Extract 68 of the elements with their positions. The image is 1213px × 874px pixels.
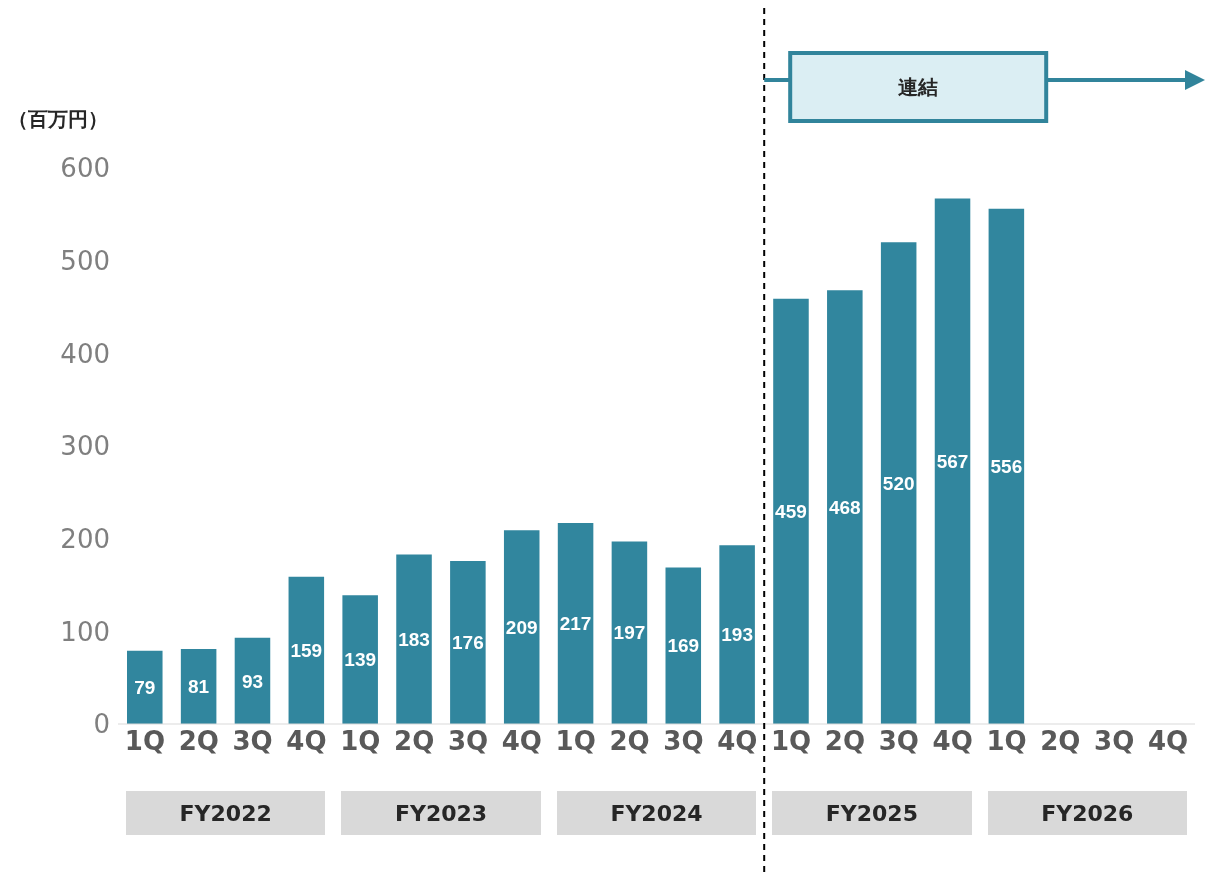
bar [988,208,1025,724]
x-tick-label: 4Q [286,726,327,757]
bar [180,648,217,724]
x-tick-label: 2Q [394,726,435,757]
bar [880,242,917,724]
y-axis-title: （百万円） [8,106,108,133]
bar [450,560,486,724]
data-label: 197 [613,622,646,644]
data-label: 176 [452,632,484,654]
data-label: 459 [775,501,807,523]
text: FY2022 [126,791,326,835]
text: FY2024 [556,791,757,835]
y-tick-label: 600 [60,153,110,184]
x-tick-label: 2Q [1040,726,1081,757]
bar [288,576,325,724]
bar [234,637,271,724]
x-tick-label: 4Q [1147,726,1189,757]
x-tick-label: 1Q [340,726,381,757]
data-label: 169 [667,635,700,657]
text: 連結 [898,75,939,99]
x-tick-label: 2Q [824,726,866,757]
data-label: 93 [241,670,264,692]
bar [503,530,540,724]
data-label: 567 [936,451,969,473]
y-tick-label: 0 [93,709,110,740]
bar [773,298,809,724]
x-tick-label: 3Q [663,726,704,757]
bar [827,290,863,724]
y-tick-label: 300 [60,431,110,462]
x-tick-label: 4Q [717,726,758,757]
bar [557,522,594,724]
data-label: 81 [188,676,210,698]
data-label: 468 [828,496,861,518]
y-tick-label: 100 [60,616,110,647]
bar [665,567,702,724]
data-label: 139 [344,649,377,671]
x-tick-label: 1Q [124,726,166,757]
bar [396,554,432,724]
data-label: 79 [134,677,156,699]
data-label: 209 [505,616,538,638]
data-label: 217 [559,613,592,635]
text: FY2023 [341,791,541,835]
x-tick-label: 4Q [932,726,973,757]
x-tick-label: 2Q [609,726,650,757]
data-label: 183 [398,628,430,650]
text: FY2026 [987,791,1187,835]
bar [342,595,378,724]
x-tick-label: 3Q [232,726,273,757]
bar [719,545,755,724]
bar [611,541,648,724]
data-label: 159 [290,640,323,662]
data-label: 193 [721,624,753,646]
x-tick-label: 1Q [771,726,812,757]
x-tick-label: 1Q [555,726,596,757]
bar [127,650,163,724]
x-tick-label: 3Q [1094,726,1135,757]
y-tick-label: 200 [60,523,110,554]
y-tick-label: 400 [60,338,110,369]
x-tick-label: 2Q [178,726,219,757]
text: FY2025 [772,791,972,835]
x-tick-label: 1Q [986,726,1027,757]
x-tick-label: 3Q [878,726,919,757]
data-label: 520 [882,472,915,494]
y-tick-label: 500 [60,245,110,276]
bar [934,198,971,724]
data-label: 556 [990,456,1023,478]
x-tick-label: 3Q [447,726,489,757]
x-tick-label: 4Q [501,726,542,757]
